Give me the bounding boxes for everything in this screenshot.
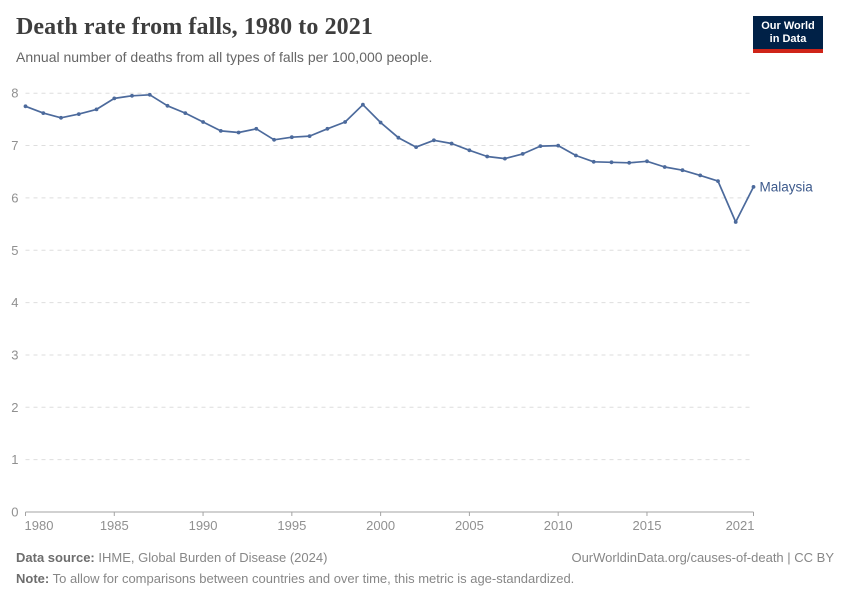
owid-logo-line1: Our World <box>761 19 815 32</box>
data-point-marker[interactable] <box>112 96 117 101</box>
data-point-marker[interactable] <box>645 159 649 164</box>
data-line[interactable] <box>24 93 755 223</box>
y-tick-label: 1 <box>11 452 18 467</box>
data-point-marker[interactable] <box>467 148 472 153</box>
data-point-marker[interactable] <box>218 129 223 133</box>
data-point-marker[interactable] <box>414 145 418 149</box>
data-point-marker[interactable] <box>449 141 454 146</box>
y-tick-label: 7 <box>11 138 18 153</box>
y-tick-label: 8 <box>11 86 18 101</box>
owid-logo[interactable]: Our World in Data <box>753 16 823 53</box>
y-tick-label: 0 <box>11 505 18 520</box>
data-point-marker[interactable] <box>627 160 632 165</box>
data-source-value: IHME, Global Burden of Disease (2024) <box>94 550 328 565</box>
owid-logo-line2: in Data <box>769 32 807 45</box>
y-tick-label: 4 <box>11 295 18 310</box>
line-chart-plot[interactable]: 0 1 2 3 4 5 6 7 8 1980 1985 1990 1995 2000 2005 2010 201… <box>0 80 850 540</box>
page-title: Death rate from falls, 1980 to 2021 <box>16 14 373 40</box>
data-point-marker[interactable] <box>556 143 561 148</box>
x-tick-label: 2021 <box>726 518 755 533</box>
data-point-marker[interactable] <box>751 185 756 189</box>
data-point-marker[interactable] <box>23 104 28 109</box>
data-point-marker[interactable] <box>254 126 259 131</box>
x-tick-label: 2010 <box>544 518 573 533</box>
data-point-marker[interactable] <box>733 220 738 224</box>
data-point-marker[interactable] <box>165 103 170 108</box>
data-point-marker[interactable] <box>94 107 99 112</box>
data-point-marker[interactable] <box>130 93 134 98</box>
data-point-marker[interactable] <box>396 135 401 140</box>
data-point-marker[interactable] <box>361 102 365 107</box>
data-point-marker[interactable] <box>378 120 383 125</box>
footer-note: Note: To allow for comparisons between c… <box>16 569 834 589</box>
data-point-marker[interactable] <box>272 137 276 142</box>
data-source-text: Data source: IHME, Global Burden of Dise… <box>16 548 327 568</box>
chart-header: Death rate from falls, 1980 to 2021 Annu… <box>16 14 834 65</box>
data-point-marker[interactable] <box>716 179 720 183</box>
data-point-marker[interactable] <box>147 92 152 97</box>
data-point-marker[interactable] <box>343 120 347 124</box>
data-point-marker[interactable] <box>183 111 188 115</box>
entity-label[interactable]: Malaysia <box>760 179 814 194</box>
x-tick-label: 1985 <box>100 518 129 533</box>
data-point-marker[interactable] <box>609 160 614 165</box>
data-point-marker[interactable] <box>236 130 241 135</box>
y-tick-label: 5 <box>11 243 18 258</box>
data-point-marker[interactable] <box>574 153 578 158</box>
data-point-marker[interactable] <box>662 165 667 169</box>
x-tick-label: 2000 <box>366 518 395 533</box>
data-point-marker[interactable] <box>680 168 685 173</box>
data-point-marker[interactable] <box>325 126 330 131</box>
data-point-marker[interactable] <box>76 112 81 116</box>
y-tick-label: 3 <box>11 347 18 362</box>
data-point-marker[interactable] <box>432 138 436 143</box>
data-point-marker[interactable] <box>698 173 703 178</box>
data-point-marker[interactable] <box>503 156 507 161</box>
data-point-marker[interactable] <box>485 154 490 159</box>
data-point-marker[interactable] <box>289 135 294 140</box>
y-tick-label: 6 <box>11 190 18 205</box>
data-point-marker[interactable] <box>520 152 525 156</box>
x-tick-label: 1990 <box>189 518 218 533</box>
note-label: Note: <box>16 571 50 587</box>
data-point-marker[interactable] <box>591 159 596 164</box>
y-tick-label: 2 <box>11 400 18 415</box>
x-tick-label: 1995 <box>277 518 306 533</box>
data-source-label: Data source: <box>16 550 95 565</box>
note-value: To allow for comparisons between countri… <box>49 571 575 587</box>
x-tick-label: 2015 <box>633 518 662 533</box>
owid-cc-link[interactable]: OurWorldinData.org/causes-of-death | CC … <box>571 550 834 565</box>
data-point-marker[interactable] <box>201 120 206 124</box>
x-tick-label: 2005 <box>455 518 484 533</box>
chart-subtitle: Annual number of deaths from all types o… <box>16 48 433 65</box>
x-tick-label: 1980 <box>25 518 54 533</box>
data-point-marker[interactable] <box>538 144 543 148</box>
chart-footer: Data source: IHME, Global Burden of Dise… <box>16 548 834 589</box>
data-point-marker[interactable] <box>59 115 63 120</box>
data-point-marker[interactable] <box>307 134 312 138</box>
data-point-marker[interactable] <box>41 111 46 115</box>
